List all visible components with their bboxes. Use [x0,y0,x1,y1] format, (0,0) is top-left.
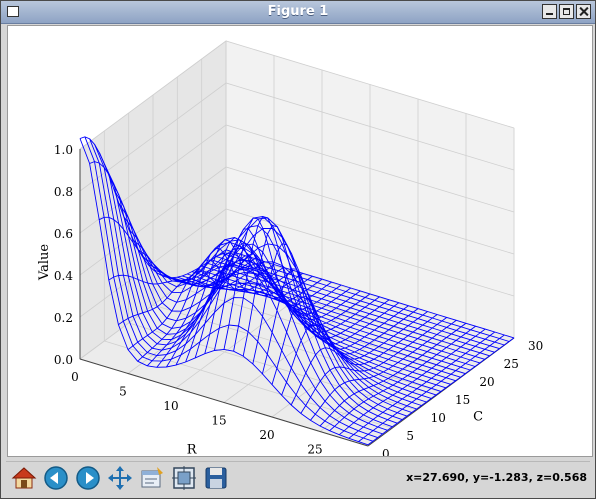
wireframe-surface [79,136,515,446]
window-title: Figure 1 [267,4,329,19]
y-tick-label: 0 [382,447,390,456]
z-tick-label: 0.6 [54,227,73,241]
x-tick-label: 25 [307,443,322,457]
window-menu-icon[interactable] [7,6,19,17]
grid-line-z [79,208,515,318]
wire-line-c [211,259,500,350]
plot-canvas[interactable]: 0510152025300510152025300.00.20.40.60.81… [7,25,593,457]
y-tick-label: 10 [431,411,446,425]
grid-line-z [79,40,515,150]
y-tick-label: 5 [406,429,414,443]
wire-line-r [338,328,486,436]
subplots-icon [172,466,196,490]
forward-button[interactable] [73,463,103,493]
wire-line-r [367,337,515,446]
y-tick-label: 30 [528,339,543,353]
save-button[interactable] [201,463,231,493]
z-tick-label: 1.0 [54,143,73,157]
x-tick-label: 15 [211,414,226,428]
back-arrow-icon [44,466,68,490]
wire-line-r [348,331,496,439]
wire-line-c [225,249,515,339]
surface-plot: 0510152025300510152025300.00.20.40.60.81… [37,40,543,456]
configure-subplots-button[interactable] [169,463,199,493]
x-axis-label: R [187,442,198,456]
back-button[interactable] [41,463,71,493]
z-tick-label: 0.8 [54,185,73,199]
z-tick-label: 0.2 [54,311,73,325]
x-tick-label: 20 [259,428,274,442]
grid-line-z [79,124,515,234]
home-icon [11,467,37,489]
cursor-coordinates: x=27.690, y=-1.283, z=0.568 [406,471,587,484]
x-tick-label: 0 [71,370,79,384]
z-axis-label: Value [37,244,52,281]
wire-line-c [206,262,495,353]
wire-line-c [201,265,490,357]
home-button[interactable] [9,463,39,493]
x-tick-label: 5 [119,385,127,399]
title-bar[interactable]: Figure 1 [1,1,595,24]
zoom-button[interactable] [137,463,167,493]
floppy-save-icon [205,467,227,489]
forward-arrow-icon [76,466,100,490]
y-tick-label: 20 [479,375,494,389]
wire-line-r [358,334,505,442]
move-icon [108,466,132,490]
z-tick-label: 0.4 [54,269,73,283]
wire-line-c [216,256,505,346]
y-axis-label: C [473,410,483,425]
minimize-button[interactable] [542,4,557,19]
navigation-toolbar: x=27.690, y=-1.283, z=0.568 [1,459,595,498]
z-tick-label: 0.0 [54,353,73,367]
maximize-button[interactable] [559,4,574,19]
x-tick-label: 10 [163,399,178,413]
wire-line-r [329,325,476,432]
y-tick-label: 15 [455,393,470,407]
x-axis-line [79,358,369,447]
wire-line-c [220,252,510,342]
pan-button[interactable] [105,463,135,493]
zoom-rect-icon [141,467,163,488]
tick-labels: 0510152025300510152025300.00.20.40.60.81… [37,143,543,456]
toolbar-separator [6,461,590,462]
grid-line-z [79,82,515,192]
close-button[interactable] [576,4,591,19]
y-tick-label: 25 [504,357,519,371]
